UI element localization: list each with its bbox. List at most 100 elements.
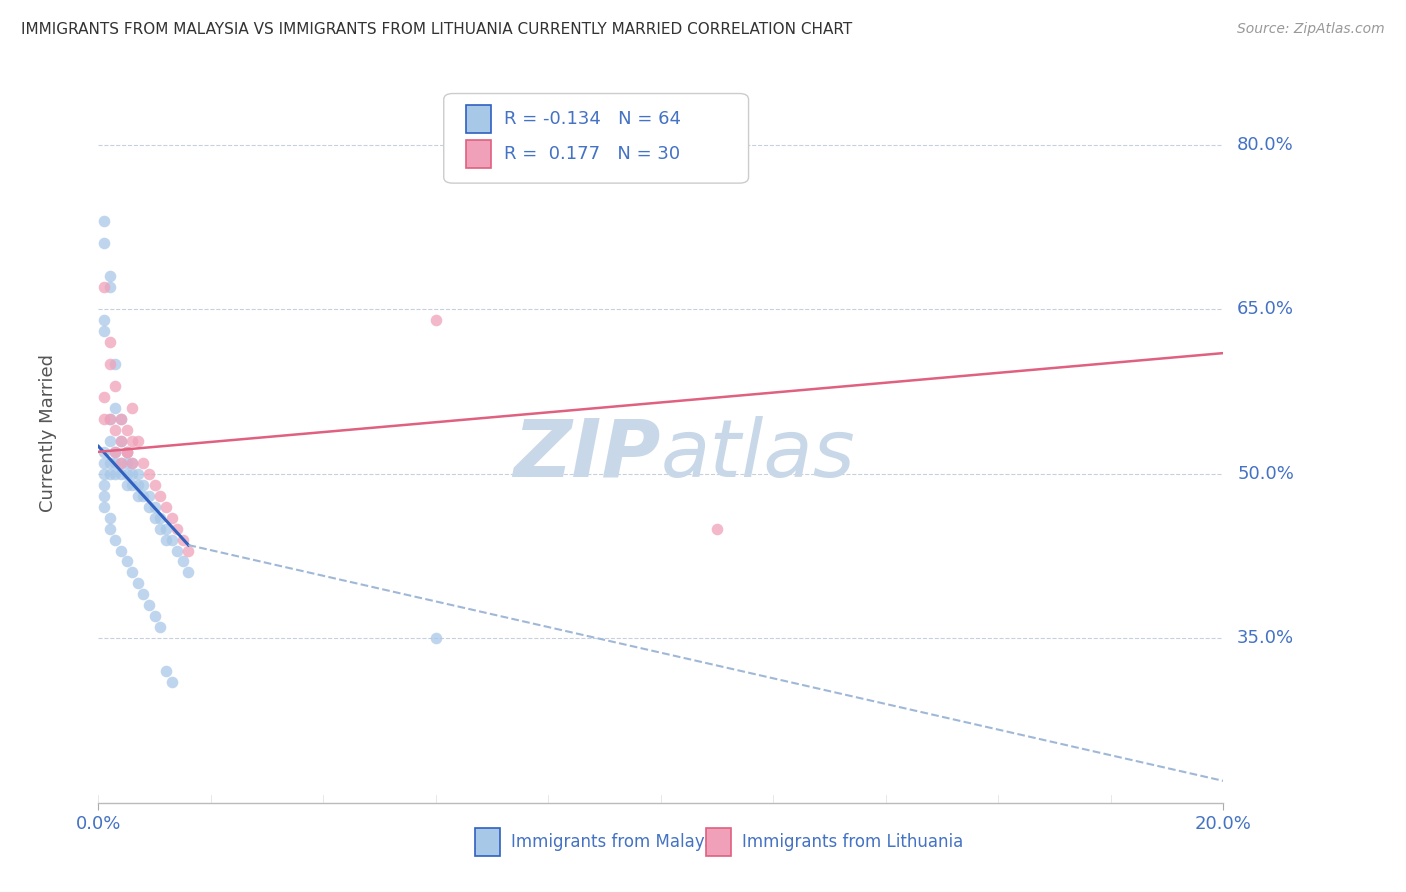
Point	[104, 357, 127, 371]
Point	[110, 412, 132, 426]
Point	[121, 434, 143, 448]
Point	[166, 522, 188, 536]
Point	[115, 445, 138, 459]
FancyBboxPatch shape	[467, 140, 491, 169]
Point	[115, 423, 138, 437]
FancyBboxPatch shape	[444, 94, 748, 183]
Point	[132, 587, 155, 601]
Point	[425, 632, 447, 646]
Text: Source: ZipAtlas.com: Source: ZipAtlas.com	[1237, 22, 1385, 37]
Point	[93, 467, 115, 481]
Point	[149, 510, 172, 524]
Point	[177, 543, 200, 558]
Point	[93, 489, 115, 503]
Point	[127, 576, 149, 591]
Text: 50.0%: 50.0%	[1237, 465, 1294, 483]
Point	[149, 522, 172, 536]
Text: atlas: atlas	[661, 416, 856, 494]
Point	[98, 335, 121, 350]
Point	[98, 467, 121, 481]
Point	[115, 477, 138, 491]
Point	[110, 412, 132, 426]
Point	[110, 434, 132, 448]
Point	[93, 313, 115, 327]
Point	[104, 533, 127, 547]
Point	[121, 401, 143, 415]
FancyBboxPatch shape	[706, 828, 731, 856]
Point	[121, 456, 143, 470]
Point	[143, 609, 166, 624]
Point	[115, 554, 138, 568]
Point	[132, 456, 155, 470]
Point	[98, 280, 121, 294]
Point	[104, 423, 127, 437]
Point	[98, 357, 121, 371]
Point	[110, 543, 132, 558]
Point	[155, 664, 177, 678]
Point	[155, 522, 177, 536]
Point	[127, 489, 149, 503]
Point	[115, 456, 138, 470]
Point	[93, 500, 115, 514]
Point	[110, 456, 132, 470]
Point	[138, 489, 160, 503]
Point	[98, 522, 121, 536]
Text: Immigrants from Lithuania: Immigrants from Lithuania	[742, 833, 963, 851]
Point	[93, 390, 115, 404]
Point	[98, 269, 121, 284]
Point	[121, 456, 143, 470]
Text: IMMIGRANTS FROM MALAYSIA VS IMMIGRANTS FROM LITHUANIA CURRENTLY MARRIED CORRELAT: IMMIGRANTS FROM MALAYSIA VS IMMIGRANTS F…	[21, 22, 852, 37]
Point	[425, 313, 447, 327]
FancyBboxPatch shape	[475, 828, 501, 856]
Point	[104, 445, 127, 459]
Point	[706, 522, 728, 536]
Point	[155, 500, 177, 514]
Point	[98, 434, 121, 448]
Point	[104, 379, 127, 393]
Point	[138, 500, 160, 514]
Point	[160, 675, 183, 690]
Point	[138, 467, 160, 481]
Point	[121, 566, 143, 580]
Point	[104, 445, 127, 459]
Point	[115, 445, 138, 459]
Point	[98, 412, 121, 426]
Point	[160, 510, 183, 524]
Text: Immigrants from Malaysia: Immigrants from Malaysia	[512, 833, 728, 851]
Point	[98, 456, 121, 470]
Point	[166, 543, 188, 558]
Point	[155, 533, 177, 547]
Point	[93, 456, 115, 470]
Point	[93, 280, 115, 294]
Point	[121, 477, 143, 491]
Text: 65.0%: 65.0%	[1237, 301, 1294, 318]
Point	[93, 324, 115, 338]
Point	[110, 456, 132, 470]
Point	[149, 489, 172, 503]
Point	[143, 510, 166, 524]
Point	[98, 412, 121, 426]
Point	[132, 477, 155, 491]
Point	[104, 456, 127, 470]
Point	[160, 533, 183, 547]
Point	[138, 599, 160, 613]
Point	[93, 412, 115, 426]
Point	[127, 434, 149, 448]
Text: 80.0%: 80.0%	[1237, 136, 1294, 153]
Point	[172, 533, 194, 547]
Point	[127, 477, 149, 491]
Point	[104, 401, 127, 415]
Point	[127, 467, 149, 481]
Text: 35.0%: 35.0%	[1237, 629, 1295, 648]
Text: ZIP: ZIP	[513, 416, 661, 494]
Point	[143, 477, 166, 491]
Point	[172, 554, 194, 568]
FancyBboxPatch shape	[467, 104, 491, 133]
Text: Currently Married: Currently Married	[39, 353, 56, 512]
Text: R =  0.177   N = 30: R = 0.177 N = 30	[505, 145, 681, 163]
Point	[149, 620, 172, 634]
Point	[110, 467, 132, 481]
Point	[132, 489, 155, 503]
Point	[93, 214, 115, 228]
Point	[177, 566, 200, 580]
